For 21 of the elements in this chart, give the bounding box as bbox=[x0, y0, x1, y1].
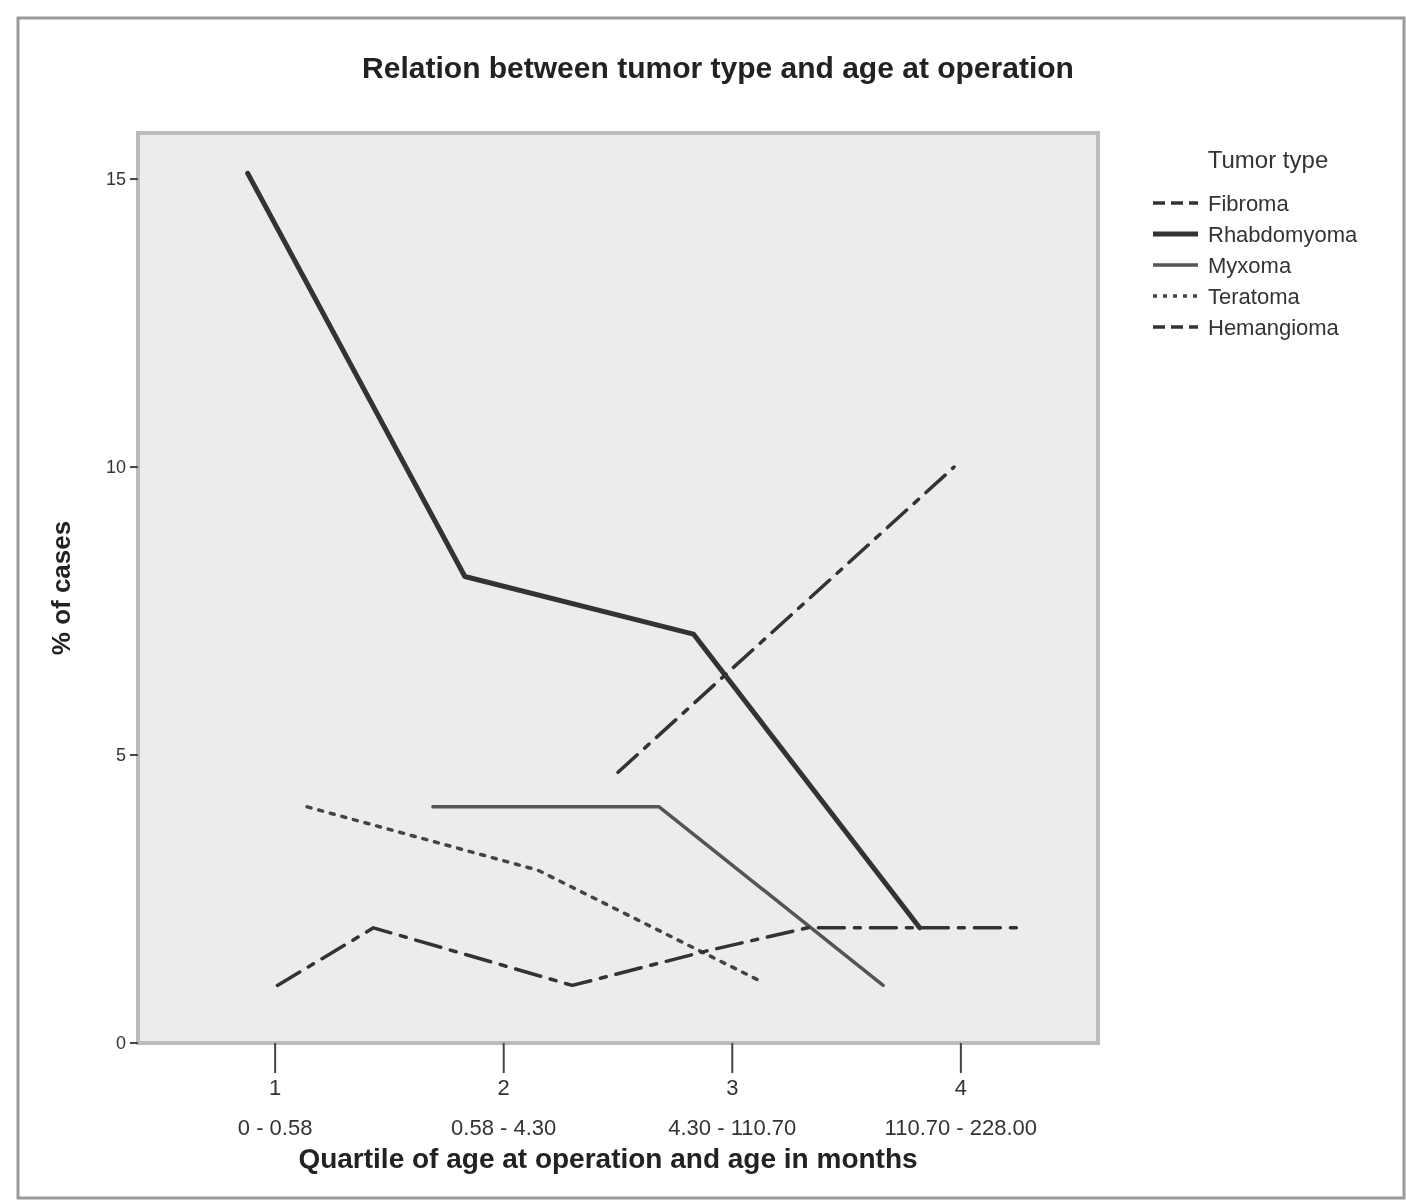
x-tick-label: 3 bbox=[726, 1075, 739, 1100]
legend-label: Hemangioma bbox=[1208, 314, 1340, 340]
text: 4.30 - 110.70 bbox=[668, 1115, 797, 1140]
text: 0 - 0.58 bbox=[237, 1115, 313, 1140]
y-tick-label: 5 bbox=[115, 745, 126, 766]
x-tick-label: 4 bbox=[954, 1075, 967, 1100]
y-tick-label: 10 bbox=[105, 457, 126, 478]
y-axis-title: % of cases bbox=[46, 520, 76, 656]
y-tick-label: 15 bbox=[105, 169, 126, 190]
legend-label: Fibroma bbox=[1208, 190, 1290, 216]
legend-label: Myxoma bbox=[1208, 252, 1292, 278]
legend-label: Teratoma bbox=[1208, 283, 1301, 309]
x-tick-label: 1 bbox=[269, 1075, 282, 1100]
legend-title: Tumor type bbox=[1207, 146, 1329, 173]
text: 0.58 - 4.30 bbox=[451, 1115, 557, 1140]
chart-title: Relation between tumor type and age at operation bbox=[362, 51, 1074, 84]
text: 110.70 - 228.00 bbox=[884, 1115, 1038, 1140]
y-tick-label: 0 bbox=[115, 1033, 126, 1054]
x-tick-label: 2 bbox=[497, 1075, 510, 1100]
legend-label: Rhabdomyoma bbox=[1208, 221, 1358, 247]
x-axis-title: Quartile of age at operation and age in months bbox=[298, 1143, 918, 1174]
